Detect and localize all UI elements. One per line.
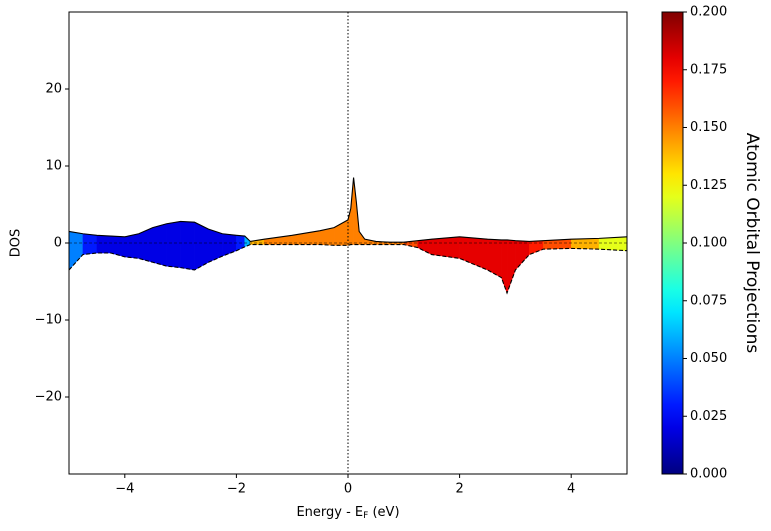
colorbar-tick-label: 0.100: [690, 236, 727, 251]
colorbar-tick-label: 0.150: [690, 120, 727, 135]
dos-fill: [96, 235, 112, 254]
colorbar-tick-label: 0.000: [690, 467, 727, 482]
dos-line: [68, 177, 628, 243]
y-tick-label: −10: [35, 313, 62, 328]
x-tick-label: 0: [344, 482, 352, 497]
x-tick-label: −2: [227, 482, 246, 497]
dos-fill: [417, 238, 432, 255]
dos-fill: [515, 240, 530, 271]
dos-fill: [194, 221, 209, 271]
y-tick-label: 20: [45, 82, 62, 97]
dos-fill: [124, 233, 139, 259]
colorbar-tick-label: 0.025: [690, 409, 727, 424]
colorbar-tick-label: 0.175: [690, 62, 727, 77]
dos-fill: [152, 223, 167, 267]
y-axis-label: DOS: [9, 229, 24, 258]
dos-fill: [487, 238, 502, 279]
x-axis-label: Energy - EF (eV): [296, 505, 399, 521]
dos-fill: [506, 239, 516, 294]
dos-fill: [598, 236, 628, 251]
dos-fill: [166, 221, 181, 268]
dos-fill: [501, 239, 508, 294]
dos-line: [68, 243, 628, 295]
x-tick-label: −4: [115, 482, 134, 497]
x-tick-label: 2: [455, 482, 463, 497]
y-tick-label: 0: [54, 236, 62, 251]
colorbar-tick-label: 0.050: [690, 351, 727, 366]
colorbar-tick-label: 0.125: [690, 178, 727, 193]
dos-fill: [180, 221, 195, 271]
dos-fill: [222, 233, 237, 257]
colorbar-tick-label: 0.075: [690, 293, 727, 308]
colorbar-label: Atomic Orbital Projections: [742, 133, 762, 354]
colorbar: [661, 11, 684, 475]
dos-fill: [459, 236, 488, 271]
y-tick-label: −20: [35, 390, 62, 405]
colorbar-tick-label: 0.200: [690, 5, 727, 20]
x-tick-label: 4: [567, 482, 575, 497]
dos-fill: [68, 231, 84, 271]
dos-fill: [82, 233, 98, 255]
dos-fill: [570, 238, 600, 250]
y-tick-label: 10: [45, 159, 62, 174]
dos-fill: [431, 236, 460, 259]
